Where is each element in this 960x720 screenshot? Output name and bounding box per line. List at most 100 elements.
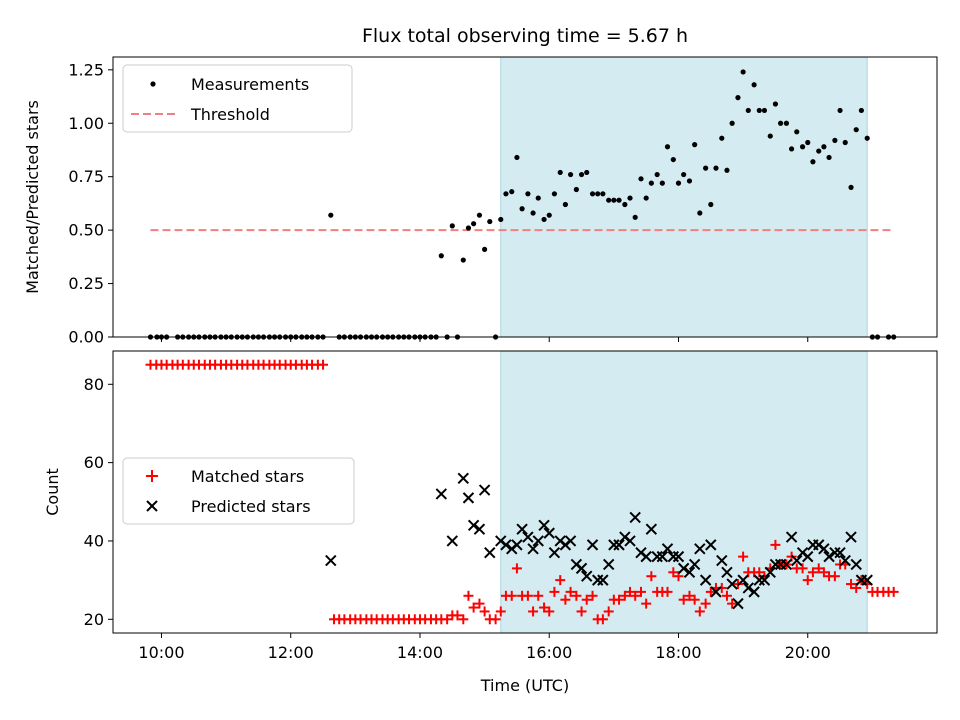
predicted-star-point bbox=[538, 519, 550, 531]
matched-star-point bbox=[555, 575, 566, 586]
measurement-point bbox=[837, 107, 843, 114]
matched-star-point bbox=[463, 590, 474, 601]
matched-star-point bbox=[468, 602, 479, 613]
predicted-star-point bbox=[661, 543, 674, 555]
measurement-point bbox=[471, 221, 477, 227]
measurement-point bbox=[627, 195, 633, 201]
legend-label-measurements: Measurements bbox=[191, 75, 309, 94]
top-y-axis-ticks: 0.00 0.25 0.50 0.75 1.00 1.25 bbox=[68, 60, 113, 347]
bottom-x-tick-label: 20:00 bbox=[785, 643, 831, 662]
measurement-point bbox=[498, 216, 504, 223]
predicted-star-point bbox=[683, 566, 696, 578]
legend-marker-measurements bbox=[150, 81, 156, 87]
bottom-x-axis-ticks: 10:00 12:00 14:00 16:00 18:00 20:00 bbox=[138, 633, 831, 662]
legend-marker-predicted bbox=[146, 500, 158, 512]
matched-star-point bbox=[581, 594, 592, 605]
measurement-point bbox=[525, 191, 531, 197]
predicted-star-point bbox=[613, 539, 625, 551]
measurement-point bbox=[805, 139, 811, 146]
matched-star-point bbox=[560, 594, 571, 605]
measurement-point bbox=[729, 120, 735, 126]
measurement-point bbox=[567, 171, 574, 178]
predicted-star-point bbox=[473, 523, 486, 535]
measurement-point bbox=[794, 129, 800, 135]
top-y-tick-label: 0.25 bbox=[68, 274, 104, 293]
predicted-star-point bbox=[791, 554, 803, 567]
measurement-point bbox=[509, 189, 515, 195]
predicted-star-point bbox=[484, 547, 496, 559]
predicted-star-point bbox=[457, 472, 469, 484]
matched-star-point bbox=[727, 598, 738, 609]
matched-star-point bbox=[813, 563, 824, 574]
measurement-point bbox=[328, 212, 334, 218]
measurement-point bbox=[816, 148, 822, 154]
matched-star-point bbox=[630, 590, 641, 601]
predicted-star-point bbox=[721, 566, 733, 578]
top-axes-frame bbox=[112, 56, 938, 338]
top-legend-box bbox=[122, 64, 353, 133]
measurement-point bbox=[449, 223, 455, 229]
shaded-interval bbox=[500, 56, 868, 338]
predicted-star-point bbox=[769, 558, 782, 571]
measurement-point bbox=[551, 191, 558, 197]
matched-stars-series bbox=[145, 359, 899, 625]
matched-star-point bbox=[689, 594, 700, 605]
matched-star-point bbox=[458, 614, 469, 625]
measurement-point bbox=[745, 107, 751, 114]
bottom-y-tick-label: 20 bbox=[84, 610, 104, 629]
measurement-point bbox=[595, 191, 601, 197]
predicted-star-point bbox=[845, 531, 857, 543]
measurement-point bbox=[460, 257, 466, 263]
measurement-point bbox=[778, 120, 784, 126]
predicted-star-point bbox=[467, 519, 480, 531]
predicted-star-point bbox=[586, 539, 599, 551]
measurement-point bbox=[487, 218, 493, 225]
matched-star-point bbox=[662, 586, 673, 597]
predicted-star-point bbox=[651, 550, 663, 563]
legend-marker-matched bbox=[146, 470, 158, 482]
predicted-star-point bbox=[532, 535, 544, 547]
matched-star-point bbox=[597, 614, 608, 625]
predicted-star-point bbox=[732, 597, 744, 610]
matched-star-point bbox=[565, 586, 576, 597]
measurement-point bbox=[686, 178, 693, 184]
measurement-point bbox=[740, 69, 746, 75]
bottom-y-tick-label: 80 bbox=[84, 375, 104, 394]
measurement-point bbox=[724, 167, 730, 173]
top-y-tick-label: 0.75 bbox=[68, 167, 104, 186]
measurement-point bbox=[853, 127, 859, 133]
matched-star-point bbox=[625, 586, 636, 597]
measurement-point bbox=[858, 107, 864, 114]
matched-star-point bbox=[716, 582, 727, 593]
bottom-x-tick-label: 14:00 bbox=[397, 643, 443, 662]
measurement-point bbox=[546, 212, 552, 218]
measurement-point bbox=[600, 191, 606, 197]
measurement-point bbox=[681, 171, 687, 178]
predicted-star-point bbox=[785, 531, 798, 543]
matched-star-point bbox=[479, 606, 490, 617]
predicted-star-point bbox=[672, 550, 685, 563]
matched-star-point bbox=[571, 590, 582, 601]
measurement-point bbox=[703, 165, 709, 171]
measurement-point bbox=[697, 210, 703, 216]
measurement-point bbox=[541, 216, 547, 223]
predicted-star-point bbox=[742, 582, 754, 594]
matched-star-point bbox=[452, 610, 463, 621]
predicted-star-point bbox=[694, 543, 706, 555]
predicted-star-point bbox=[748, 586, 760, 598]
predicted-star-point bbox=[839, 554, 851, 567]
measurement-point bbox=[783, 120, 790, 126]
predicted-star-point bbox=[543, 527, 555, 539]
bottom-x-tick-label: 18:00 bbox=[655, 643, 701, 662]
measurement-point bbox=[611, 197, 617, 203]
predicted-star-point bbox=[548, 547, 561, 559]
observing-interval-shade-bottom bbox=[500, 350, 868, 634]
measurement-point bbox=[713, 165, 719, 171]
matched-star-point bbox=[490, 614, 501, 625]
predicted-star-point bbox=[764, 566, 776, 578]
matched-star-point bbox=[668, 567, 679, 578]
measurement-point bbox=[826, 154, 832, 161]
measurement-point bbox=[767, 133, 773, 139]
